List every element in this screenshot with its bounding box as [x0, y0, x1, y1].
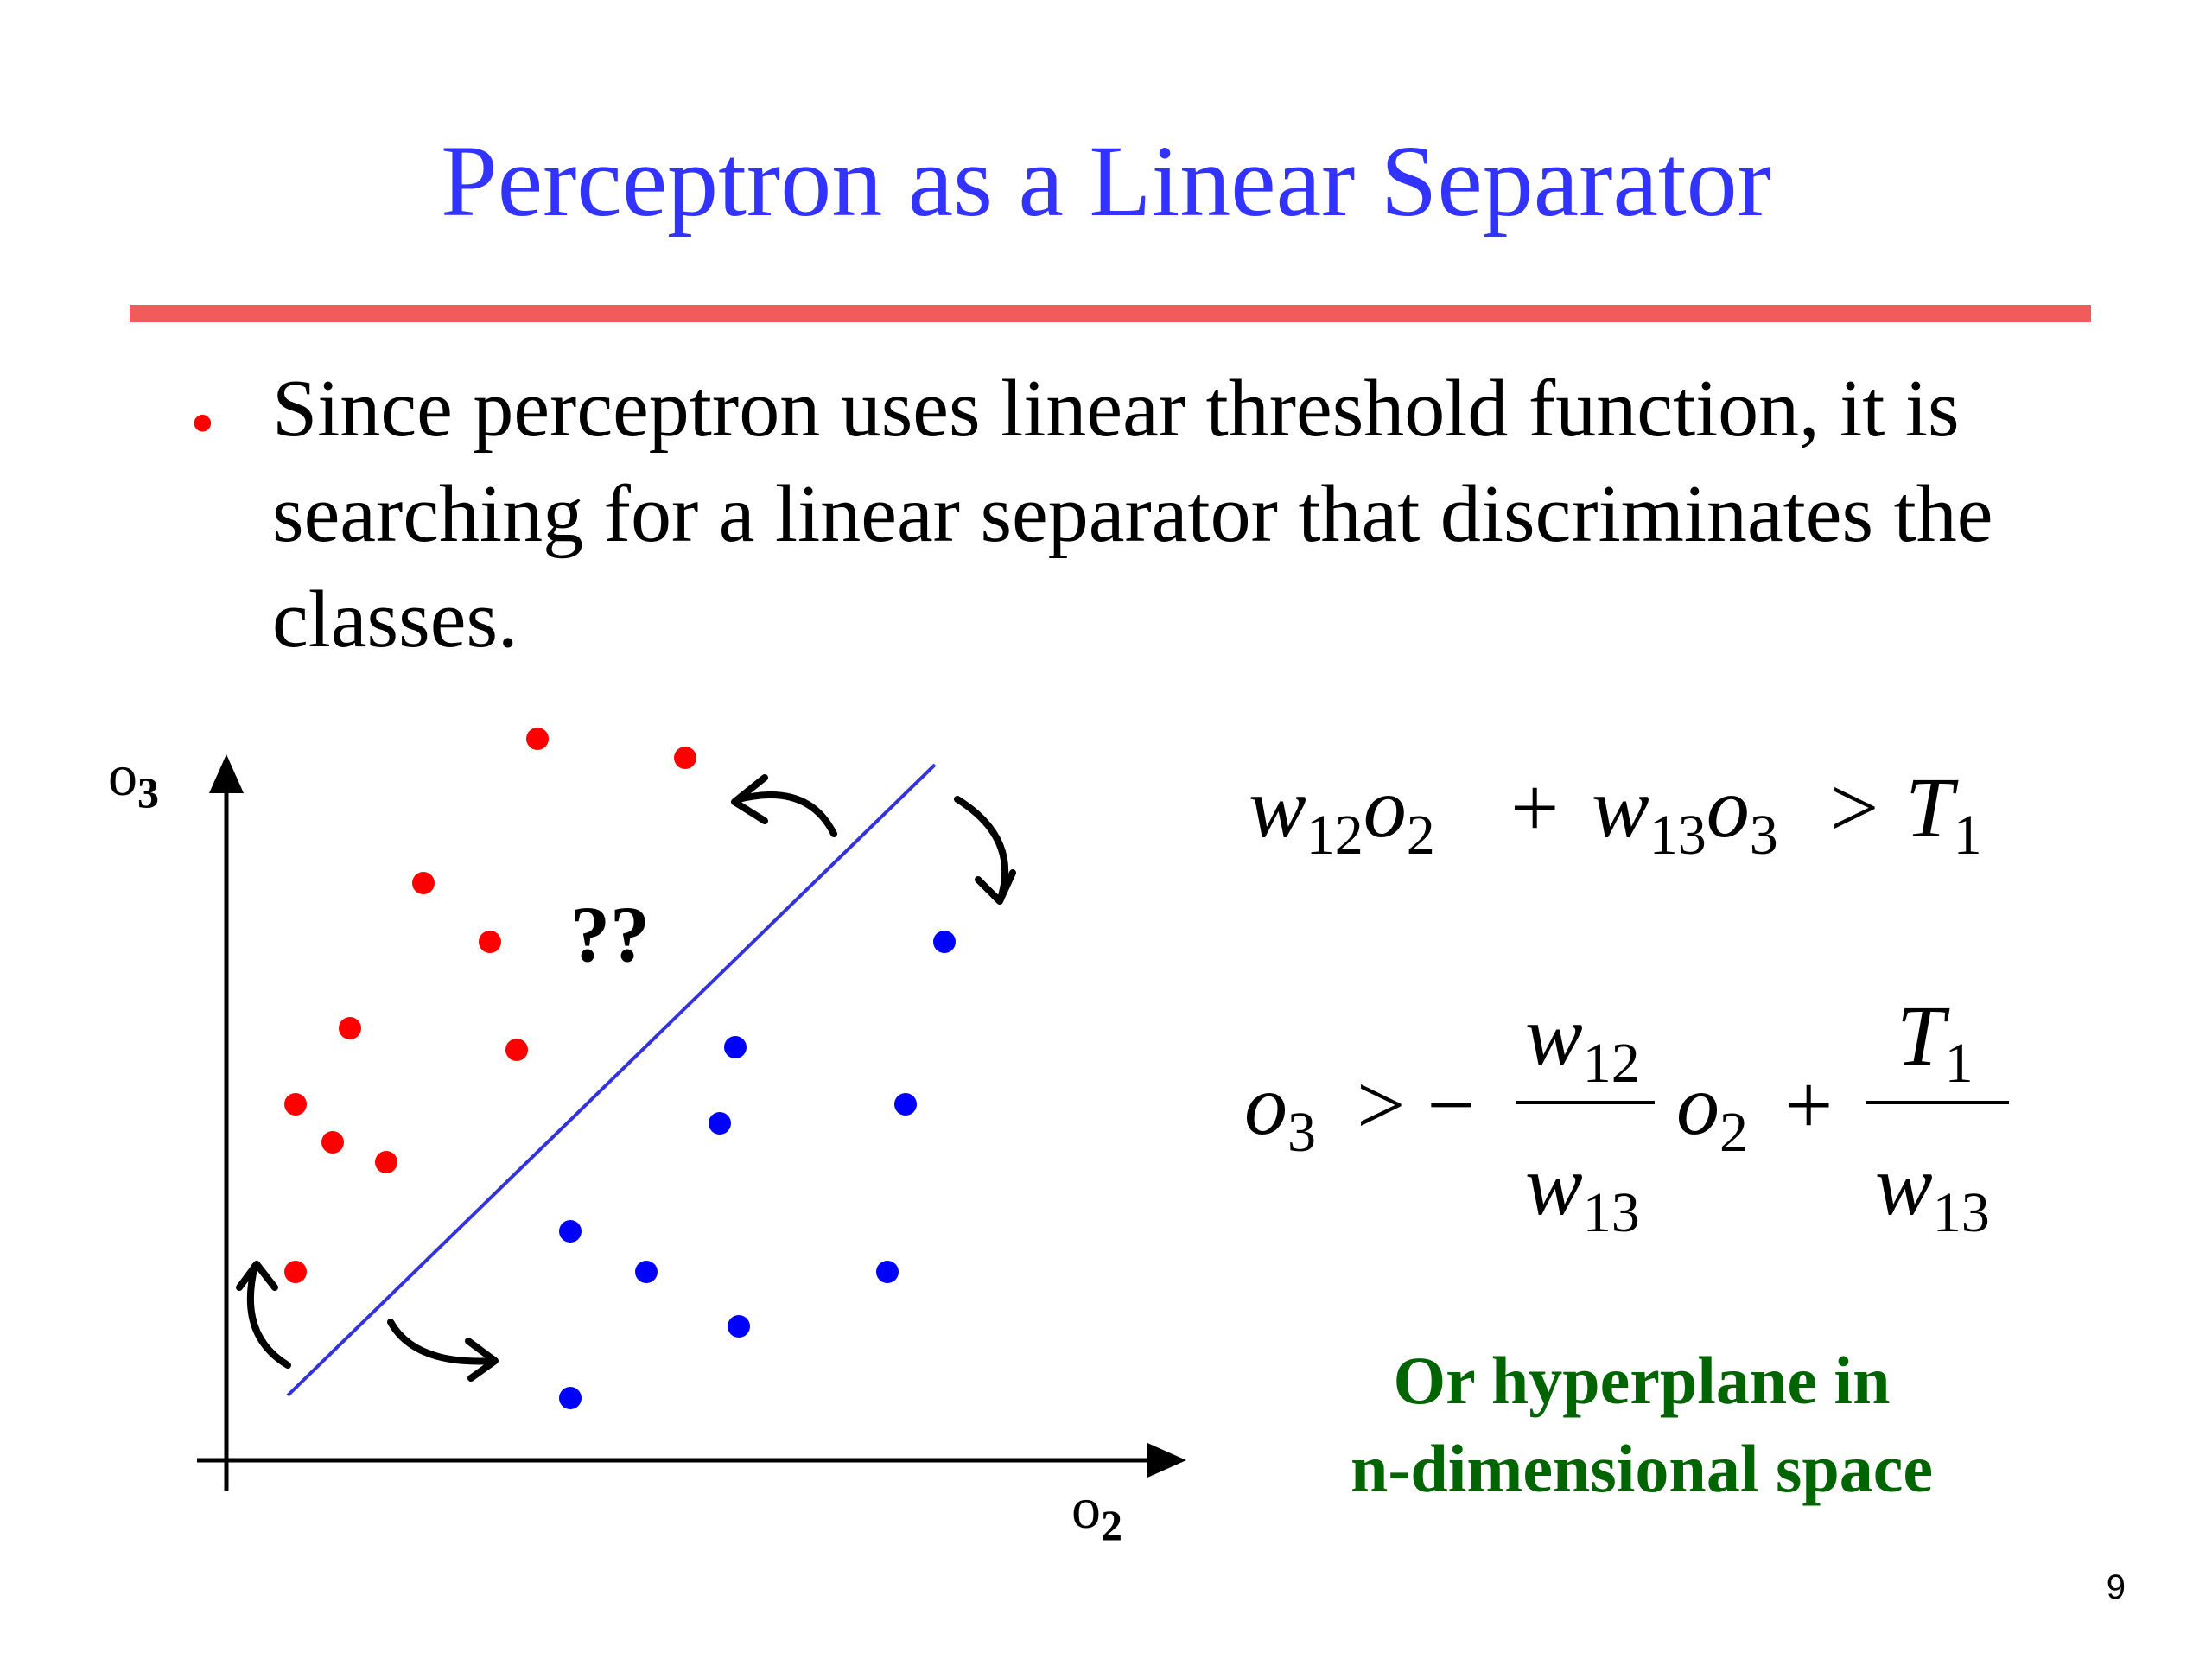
- separator-line: [286, 763, 937, 1397]
- class-b-point: [876, 1261, 899, 1283]
- svg-text:w12: w12: [1525, 988, 1640, 1095]
- curved-arrow-icon: [236, 1261, 291, 1369]
- hyperplane-note-line: n-dimensional space: [1351, 1431, 1933, 1506]
- svg-text:o3: o3: [1244, 1057, 1316, 1164]
- class-b-point: [728, 1315, 750, 1338]
- class-a-point: [526, 728, 549, 750]
- class-a-point: [339, 1017, 361, 1039]
- equation-inequality: w12o2 + w13o3 > T1: [1249, 760, 1982, 867]
- class-a-point: [674, 747, 696, 769]
- svg-text:+: +: [1784, 1057, 1833, 1153]
- class-a-point: [284, 1093, 307, 1116]
- svg-text:o2: o2: [1676, 1057, 1748, 1164]
- svg-text:w13: w13: [1525, 1137, 1640, 1244]
- class-b-point: [933, 931, 956, 953]
- x-axis-label: o2: [1071, 1475, 1122, 1549]
- unknown-marker: ??: [570, 890, 650, 978]
- class-b-point: [724, 1036, 747, 1058]
- y-axis-label: o3: [108, 742, 159, 817]
- class-a-point: [284, 1261, 307, 1283]
- class-a-point: [321, 1131, 344, 1154]
- equation-solved: o3 > − w12 w13 o2 + T1 w13: [1244, 988, 2009, 1244]
- svg-text:T1: T1: [1897, 988, 1974, 1095]
- page-number: 9: [2106, 1568, 2126, 1606]
- class-a-point: [479, 931, 501, 953]
- curved-arrow-icon: [731, 774, 837, 837]
- class-b-points: [559, 931, 956, 1409]
- class-b-point: [559, 1387, 582, 1409]
- title-underline: [130, 305, 2091, 322]
- svg-text:w12o2: w12o2: [1249, 760, 1435, 867]
- class-b-point: [559, 1220, 582, 1243]
- bullet-icon: •: [190, 384, 215, 462]
- curved-arrow-icon: [954, 796, 1016, 905]
- class-a-points: [284, 728, 696, 1283]
- class-a-point: [505, 1039, 528, 1061]
- bullet-text: Since perceptron uses linear threshold f…: [272, 356, 2139, 672]
- slide-title: Perceptron as a Linear Separator: [441, 124, 1771, 238]
- svg-text:w13: w13: [1875, 1137, 1990, 1244]
- curved-arrow-icon: [387, 1319, 499, 1382]
- class-a-point: [375, 1151, 397, 1173]
- class-a-point: [412, 872, 435, 894]
- svg-text:+: +: [1510, 760, 1559, 855]
- class-b-point: [709, 1112, 731, 1135]
- svg-text:>: >: [1830, 760, 1878, 855]
- class-b-point: [635, 1261, 658, 1283]
- svg-text:T1: T1: [1905, 760, 1982, 867]
- bullet-line: Since perceptron uses linear threshold f…: [272, 364, 1960, 454]
- bullet-line: searching for a linear separator that di…: [272, 469, 1993, 559]
- bullet-line: classes.: [272, 575, 518, 664]
- svg-text:w13o3: w13o3: [1592, 760, 1778, 867]
- hyperplane-note-line: Or hyperplane in: [1393, 1343, 1891, 1418]
- class-b-point: [894, 1093, 917, 1116]
- svg-text:> −: > −: [1357, 1057, 1476, 1153]
